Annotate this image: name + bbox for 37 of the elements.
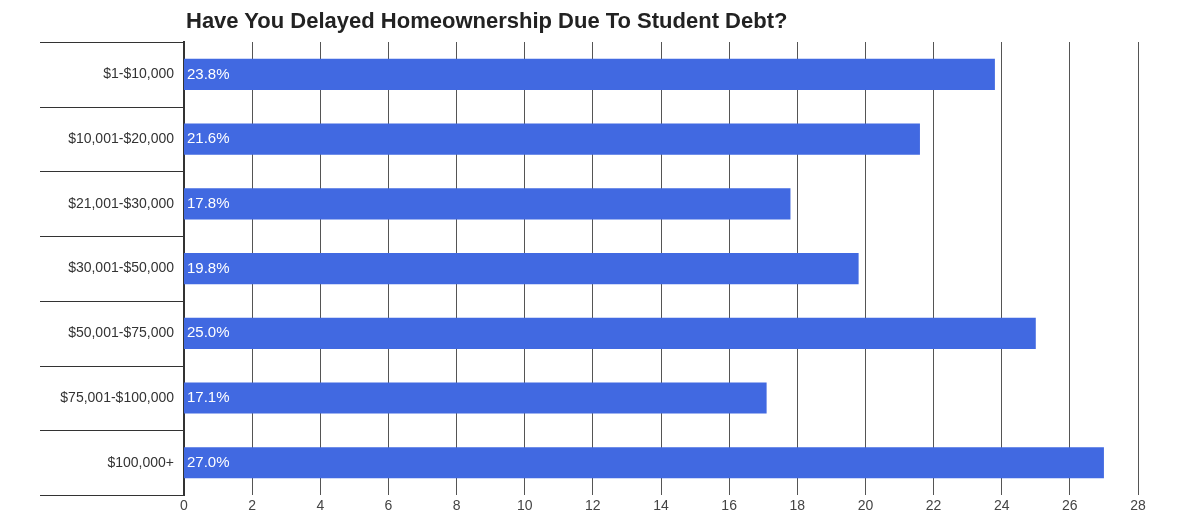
data-label: 17.8%: [187, 194, 230, 211]
y-tick-label: $21,001-$30,000: [68, 194, 175, 211]
y-tick-label: $100,000+: [107, 453, 174, 470]
bar: [184, 188, 791, 220]
bar: [184, 382, 767, 414]
data-label: 21.6%: [187, 129, 230, 147]
y-tick-label: $75,001-$100,000: [60, 388, 175, 405]
y-tick-label: $10,001-$20,000: [68, 129, 175, 146]
bar: [184, 123, 920, 155]
x-tick-label: 0: [180, 497, 189, 514]
data-label: 19.8%: [187, 258, 230, 276]
x-tick-label: 2: [248, 497, 257, 514]
bar: [184, 58, 995, 90]
x-tick-label: 12: [585, 497, 601, 514]
x-tick-label: 24: [993, 497, 1010, 514]
data-label: 25.0%: [187, 323, 230, 341]
y-tick-label: $30,001-$50,000: [68, 259, 175, 276]
x-tick-label: 8: [452, 497, 461, 514]
x-tick-label: 28: [1130, 497, 1146, 514]
x-tick-label: 10: [516, 497, 533, 514]
x-tick-label: 4: [316, 497, 325, 514]
x-tick-label: 20: [857, 497, 874, 514]
x-tick-label: 16: [721, 497, 738, 514]
y-tick-label: $50,001-$75,000: [68, 324, 175, 341]
y-tick-label: $1-$10,000: [103, 65, 175, 82]
x-tick-label: 22: [925, 497, 942, 514]
x-tick-label: 6: [384, 497, 393, 514]
x-tick-label: 14: [653, 497, 669, 514]
bar: [184, 317, 1036, 349]
data-label: 27.0%: [187, 452, 230, 470]
data-label: 23.8%: [187, 64, 230, 82]
chart-title: Have You Delayed Homeownership Due To Student Debt?: [186, 8, 788, 34]
bar: [184, 253, 859, 285]
x-tick-label: 26: [1062, 497, 1078, 514]
bar: [184, 447, 1104, 479]
x-tick-label: 18: [789, 497, 806, 514]
data-label: 17.1%: [187, 388, 230, 406]
